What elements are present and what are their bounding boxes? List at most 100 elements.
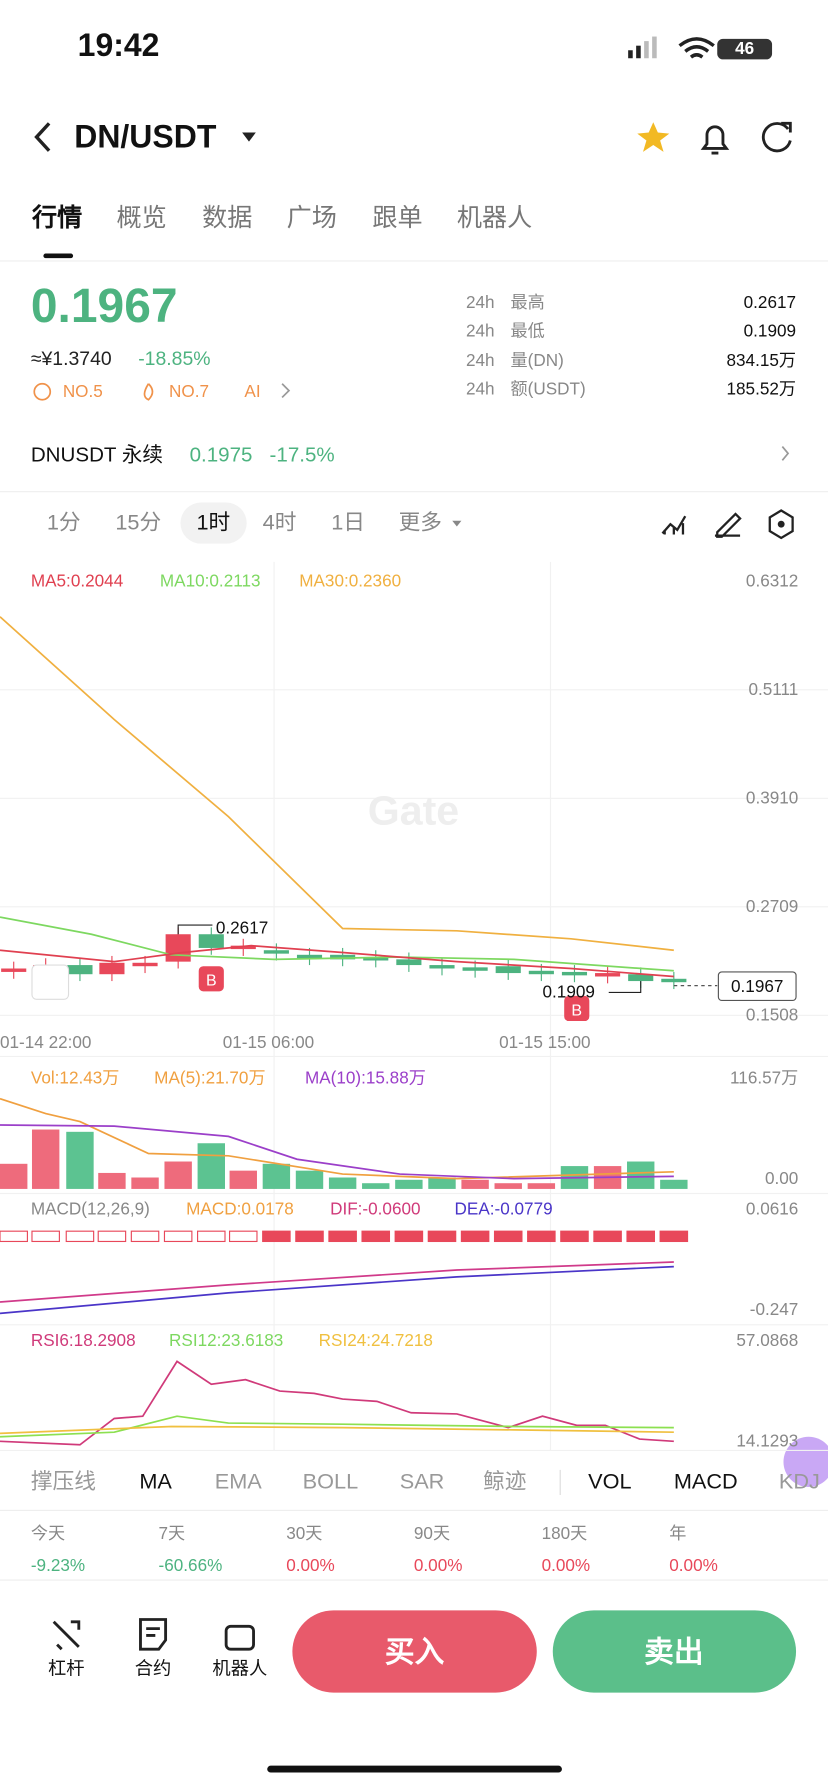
- indicator-tab[interactable]: 鲸迹: [483, 1470, 527, 1495]
- last-price-box: [717, 971, 797, 1002]
- signal-icon: [628, 36, 657, 59]
- settings-dot: [777, 520, 785, 528]
- rsi12-line: [0, 1415, 674, 1438]
- candle: [198, 934, 224, 948]
- tab[interactable]: 广场: [286, 203, 337, 232]
- macd-bar: [659, 1230, 689, 1243]
- sell-button-bg[interactable]: [552, 1610, 797, 1693]
- volume-bar: [229, 1170, 257, 1189]
- perf-period: 今天: [30, 1524, 66, 1544]
- stat-value: 185.52万: [726, 379, 797, 400]
- volume-bar: [461, 1179, 489, 1189]
- trade-marker: [198, 966, 224, 992]
- tab[interactable]: 机器人: [456, 203, 533, 232]
- interval[interactable]: 4时: [262, 511, 297, 536]
- settings-icon[interactable]: [768, 509, 794, 540]
- volume-bar: [395, 1179, 423, 1189]
- robot-icon[interactable]: [224, 1624, 255, 1651]
- share-icon[interactable]: [761, 121, 792, 153]
- back-icon[interactable]: [34, 122, 51, 152]
- alert-icon[interactable]: [700, 125, 730, 155]
- expand-button[interactable]: [31, 964, 70, 1000]
- macd-bar: [460, 1230, 490, 1243]
- dif-line: [0, 1261, 674, 1303]
- candle: [363, 957, 389, 961]
- perp-name[interactable]: DNUSDT 永续: [30, 443, 163, 466]
- macd-bar: [31, 1230, 60, 1243]
- ma-legend: MA5:0.2044: [30, 571, 124, 592]
- leverage-icon[interactable]: [52, 1620, 81, 1651]
- indicator-icon[interactable]: [661, 515, 687, 535]
- indicator-tab[interactable]: SAR: [399, 1470, 445, 1495]
- rank-badge[interactable]: NO.5: [62, 382, 103, 402]
- trade-marker-label: B: [571, 1000, 583, 1019]
- wifi-icon: [678, 37, 715, 59]
- indicator-tab[interactable]: MA: [139, 1470, 172, 1495]
- tab[interactable]: 行情: [31, 203, 83, 232]
- tool-label[interactable]: 机器人: [212, 1659, 268, 1679]
- macd-bar: [130, 1230, 160, 1243]
- rank-badge[interactable]: NO.7: [169, 382, 210, 402]
- perp-price: 0.1975: [189, 443, 253, 466]
- stat-period: 24h: [465, 350, 495, 371]
- buy-button[interactable]: 买入: [384, 1634, 445, 1669]
- macd-bar: [593, 1230, 622, 1243]
- interval[interactable]: 15分: [115, 511, 162, 536]
- volume-bar: [362, 1183, 390, 1189]
- tab[interactable]: 跟单: [372, 203, 423, 232]
- cny-price: ≈¥1.3740: [30, 347, 112, 370]
- stat-period: 24h: [465, 321, 495, 342]
- draw-icon[interactable]: [714, 512, 742, 538]
- candle: [296, 954, 323, 959]
- tool-label[interactable]: 合约: [134, 1659, 172, 1679]
- perf-period: 90天: [413, 1524, 451, 1544]
- indicator-tab[interactable]: VOL: [588, 1470, 632, 1495]
- rsi-legend: RSI24:24.7218: [318, 1331, 433, 1351]
- indicator-tab[interactable]: KDJ: [778, 1470, 820, 1495]
- indicator-tab[interactable]: 撑压线: [30, 1470, 96, 1495]
- tool-label[interactable]: 杠杆: [47, 1659, 85, 1679]
- stat-label: 额(USDT): [510, 379, 586, 400]
- macd-legend: MACD:0.0178: [186, 1199, 294, 1220]
- assistant-bubble[interactable]: [783, 1436, 828, 1488]
- interval[interactable]: 1分: [46, 511, 81, 536]
- indicator-tab[interactable]: EMA: [214, 1470, 262, 1495]
- buy-button-bg[interactable]: [292, 1610, 537, 1693]
- volume-bar: [0, 1163, 28, 1189]
- volume-bar: [328, 1177, 357, 1189]
- rsi-legend: RSI12:23.6183: [169, 1331, 284, 1351]
- favorite-icon[interactable]: [637, 122, 670, 152]
- macd-bar: [427, 1230, 457, 1243]
- indicator-tab[interactable]: MACD: [673, 1470, 738, 1495]
- interval[interactable]: 更多: [398, 511, 443, 536]
- price-axis-label: 0.6312: [745, 571, 799, 592]
- tab[interactable]: 数据: [202, 203, 253, 232]
- candle: [429, 965, 455, 969]
- macd-axis-label: -0.247: [749, 1300, 799, 1320]
- interval[interactable]: 1日: [331, 511, 365, 536]
- volume-bar: [527, 1183, 556, 1189]
- perf-period: 7天: [158, 1524, 186, 1544]
- candle: [99, 962, 125, 975]
- interval[interactable]: 1时: [196, 511, 231, 536]
- dropdown-icon[interactable]: [242, 132, 256, 142]
- perf-change: -9.23%: [30, 1556, 86, 1576]
- candle: [595, 973, 621, 977]
- macd-bar: [493, 1230, 523, 1243]
- price-axis-label: 0.3910: [745, 788, 799, 809]
- divider: [0, 491, 828, 493]
- sell-button[interactable]: 卖出: [644, 1634, 704, 1669]
- divider: [0, 260, 828, 262]
- volume-bar: [262, 1163, 291, 1189]
- indicator-tab[interactable]: BOLL: [302, 1470, 359, 1495]
- rsi-axis-label: 14.1293: [736, 1431, 799, 1452]
- rank-badge[interactable]: AI: [244, 382, 261, 402]
- status-time: 19:42: [77, 27, 160, 63]
- candle: [661, 978, 687, 983]
- chevron-icon[interactable]: [281, 383, 790, 461]
- pair-title[interactable]: DN/USDT: [74, 118, 217, 155]
- tab[interactable]: 概览: [116, 203, 167, 232]
- rsi24-line: [0, 1425, 674, 1435]
- candle: [1, 968, 27, 972]
- contract-icon[interactable]: [139, 1618, 168, 1651]
